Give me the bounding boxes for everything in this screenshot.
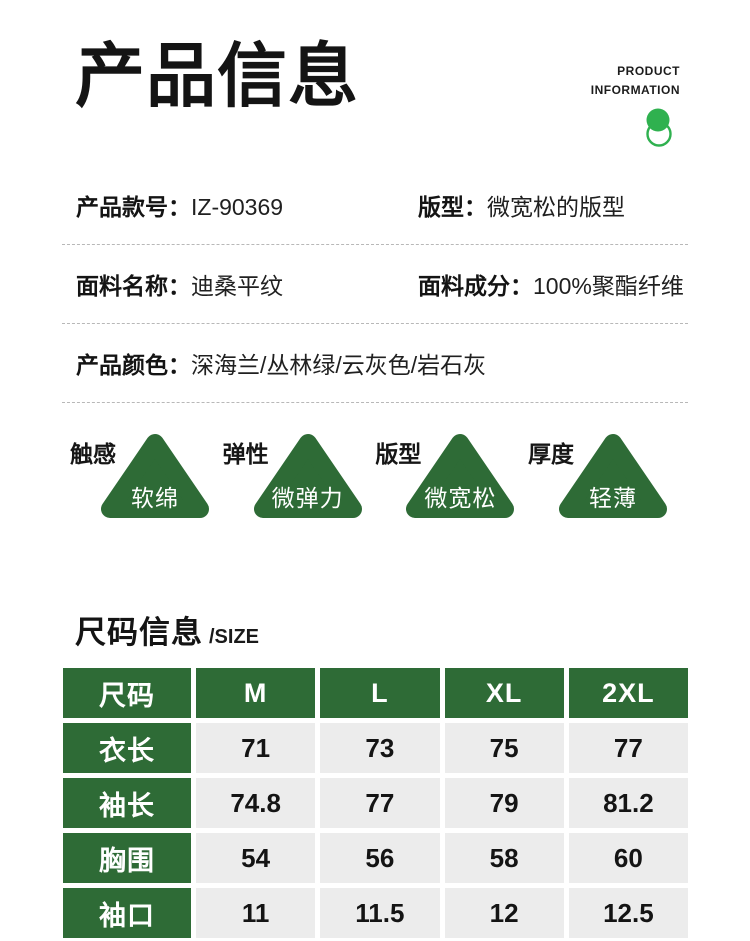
spec-fit-label: 版型：	[418, 194, 487, 220]
size-table-header: XL	[444, 668, 564, 718]
size-table-cell: 75	[444, 723, 564, 773]
spec-model-label: 产品款号：	[76, 194, 191, 220]
subtitle-line-2: INFORMATION	[590, 82, 680, 97]
size-table-cell: 11.5	[320, 888, 440, 938]
size-table-header: 2XL	[568, 668, 688, 718]
spec-model-value: IZ-90369	[191, 194, 284, 220]
size-table-cell: 12	[444, 888, 564, 938]
spec-model: 产品款号：IZ-90369	[76, 188, 418, 222]
size-table-header: M	[196, 668, 316, 718]
size-table-cell: 81.2	[568, 778, 688, 828]
feature-elasticity-value: 微弹力	[271, 484, 344, 511]
size-table-cell: 74.8	[196, 778, 316, 828]
feature-fit-value: 微宽松	[424, 484, 497, 511]
spec-row-colors: 产品颜色：深海兰/丛林绿/云灰色/岩石灰	[62, 324, 688, 403]
size-table-cell: 71	[196, 723, 316, 773]
size-section-title: 尺码信息	[75, 615, 203, 650]
size-table-cell: 56	[320, 833, 440, 883]
spec-fabric-name-value: 迪桑平纹	[191, 273, 283, 299]
feature-thickness-label: 厚度	[527, 441, 574, 467]
spec-fit: 版型：微宽松的版型	[418, 188, 688, 222]
triangle-badge-icon: 软绵	[94, 429, 216, 521]
feature-fit: 版型 微宽松	[375, 425, 527, 523]
feature-fit-label: 版型	[375, 441, 422, 467]
size-table-cell: 54	[196, 833, 316, 883]
triangle-badge-icon: 微宽松	[399, 429, 521, 521]
size-table-row-label: 胸围	[63, 833, 191, 883]
spec-fabric-composition-label: 面料成分：	[418, 273, 533, 299]
size-section-suffix: /SIZE	[209, 626, 260, 648]
feature-elasticity: 弹性 微弹力	[223, 425, 375, 523]
spec-fabric-name-label: 面料名称：	[76, 273, 191, 299]
spec-fabric-composition-value: 100%聚酯纤维	[533, 273, 684, 299]
feature-thickness-value: 轻薄	[588, 484, 637, 511]
subtitle-line-1: PRODUCT	[617, 64, 680, 78]
spec-colors-value: 深海兰/丛林绿/云灰色/岩石灰	[191, 352, 487, 378]
size-table-cell: 58	[444, 833, 564, 883]
size-table-header: L	[320, 668, 440, 718]
size-table-row-label: 衣长	[63, 723, 191, 773]
size-table-row-label: 袖长	[63, 778, 191, 828]
spec-row-fabric: 面料名称：迪桑平纹 面料成分：100%聚酯纤维	[62, 245, 688, 324]
feature-badges: 触感 软绵 弹性 微弹力 版型 微宽松 厚度 轻薄	[0, 425, 750, 523]
size-table-cell: 12.5	[568, 888, 688, 938]
size-section-heading: 尺码信息 /SIZE	[75, 607, 750, 652]
feature-thickness: 厚度 轻薄	[528, 425, 680, 523]
size-table-cell: 77	[320, 778, 440, 828]
green-dot-ring-icon	[640, 107, 678, 158]
header: 产品信息 PRODUCT INFORMATION	[0, 0, 750, 152]
spec-fabric-name: 面料名称：迪桑平纹	[76, 267, 418, 301]
triangle-badge-icon: 微弹力	[247, 429, 369, 521]
spec-colors: 产品颜色：深海兰/丛林绿/云灰色/岩石灰	[76, 346, 486, 380]
size-table-cell: 60	[568, 833, 688, 883]
page-title: 产品信息	[75, 37, 359, 115]
size-table: 尺码 M L XL 2XL 衣长 71 73 75 77 袖长 74.8 77 …	[63, 668, 688, 938]
size-table-cell: 77	[568, 723, 688, 773]
size-table-cell: 73	[320, 723, 440, 773]
size-table-row-label: 袖口	[63, 888, 191, 938]
spec-fabric-composition: 面料成分：100%聚酯纤维	[418, 267, 688, 301]
size-table-cell: 79	[444, 778, 564, 828]
header-right: PRODUCT INFORMATION	[591, 62, 680, 158]
size-table-cell: 11	[196, 888, 316, 938]
triangle-badge-icon: 轻薄	[552, 429, 674, 521]
feature-touch-value: 软绵	[131, 484, 179, 511]
spec-row-model-fit: 产品款号：IZ-90369 版型：微宽松的版型	[62, 166, 688, 245]
subtitle-en: PRODUCT INFORMATION	[591, 62, 680, 99]
feature-touch-label: 触感	[70, 441, 116, 467]
spec-colors-label: 产品颜色：	[76, 352, 191, 378]
spec-list: 产品款号：IZ-90369 版型：微宽松的版型 面料名称：迪桑平纹 面料成分：1…	[62, 166, 688, 403]
feature-touch: 触感 软绵	[70, 425, 222, 523]
size-table-header: 尺码	[63, 668, 191, 718]
feature-elasticity-label: 弹性	[222, 441, 269, 467]
spec-fit-value: 微宽松的版型	[487, 194, 625, 220]
